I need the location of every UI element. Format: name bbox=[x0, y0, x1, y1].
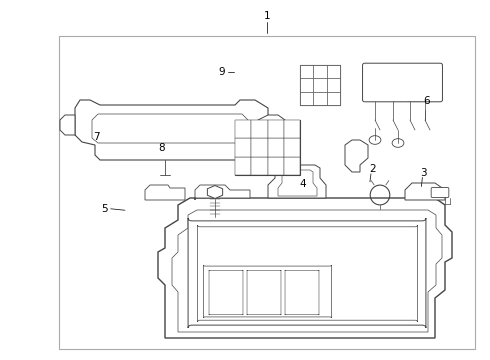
Bar bbox=[284, 157, 300, 175]
Text: 2: 2 bbox=[369, 164, 376, 174]
Polygon shape bbox=[92, 114, 248, 143]
Bar bbox=[300, 65, 313, 78]
FancyBboxPatch shape bbox=[363, 63, 442, 102]
FancyBboxPatch shape bbox=[431, 188, 449, 198]
FancyBboxPatch shape bbox=[197, 225, 417, 322]
Bar bbox=[300, 65, 340, 105]
Polygon shape bbox=[278, 170, 317, 196]
Bar bbox=[284, 138, 300, 157]
Text: 8: 8 bbox=[158, 143, 165, 153]
FancyBboxPatch shape bbox=[285, 270, 319, 315]
Bar bbox=[268, 157, 284, 175]
Text: 7: 7 bbox=[93, 132, 100, 142]
Text: 9: 9 bbox=[219, 67, 225, 77]
Text: 5: 5 bbox=[101, 204, 108, 214]
Polygon shape bbox=[75, 100, 268, 160]
Bar bbox=[59, 36, 475, 349]
Bar bbox=[268, 138, 284, 157]
Bar bbox=[235, 120, 300, 175]
Polygon shape bbox=[345, 140, 368, 172]
Polygon shape bbox=[268, 165, 326, 198]
Polygon shape bbox=[258, 115, 285, 130]
Polygon shape bbox=[158, 198, 452, 338]
Bar bbox=[300, 78, 313, 92]
Bar bbox=[268, 120, 284, 138]
Bar bbox=[300, 92, 313, 105]
FancyBboxPatch shape bbox=[247, 270, 281, 315]
Polygon shape bbox=[145, 185, 185, 200]
Polygon shape bbox=[405, 183, 445, 200]
Bar bbox=[327, 78, 340, 92]
Polygon shape bbox=[195, 185, 250, 200]
FancyBboxPatch shape bbox=[209, 270, 243, 315]
Bar bbox=[251, 138, 268, 157]
Bar bbox=[313, 78, 327, 92]
Bar bbox=[251, 120, 268, 138]
FancyBboxPatch shape bbox=[188, 218, 426, 328]
Bar bbox=[327, 92, 340, 105]
Text: 6: 6 bbox=[423, 96, 430, 106]
Bar bbox=[251, 157, 268, 175]
Bar bbox=[284, 120, 300, 138]
Bar bbox=[235, 138, 251, 157]
Text: 3: 3 bbox=[420, 168, 427, 178]
Text: 1: 1 bbox=[264, 11, 270, 21]
Polygon shape bbox=[60, 115, 75, 135]
Bar bbox=[313, 65, 327, 78]
Polygon shape bbox=[172, 210, 442, 332]
Bar bbox=[313, 92, 327, 105]
Bar bbox=[327, 65, 340, 78]
Bar bbox=[235, 120, 251, 138]
FancyBboxPatch shape bbox=[203, 265, 331, 318]
Bar bbox=[235, 157, 251, 175]
Text: 4: 4 bbox=[299, 179, 306, 189]
